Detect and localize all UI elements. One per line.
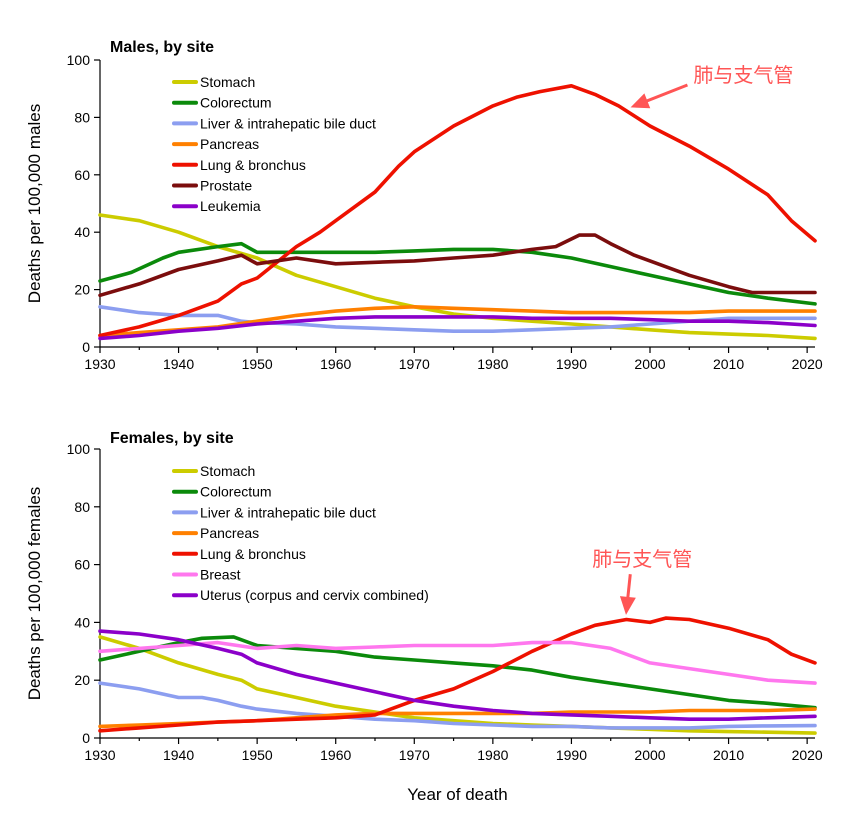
x-tick-label: 1980 xyxy=(477,747,508,763)
y-tick-label: 0 xyxy=(82,730,90,746)
x-tick-label: 1960 xyxy=(320,747,351,763)
legend-entry: Colorectum xyxy=(200,484,272,500)
x-tick-label: 1930 xyxy=(84,747,115,763)
y-tick-label: 40 xyxy=(74,614,90,630)
legend-entry: Leukemia xyxy=(200,198,261,214)
series-line-lung-bronchus xyxy=(98,84,817,338)
x-tick-label: 1980 xyxy=(477,356,508,372)
legend-entry: Prostate xyxy=(200,178,252,194)
series-line-breast xyxy=(98,640,817,685)
legend-entry: Stomach xyxy=(200,463,255,479)
x-tick-label: 2020 xyxy=(792,747,823,763)
y-axis-title: Deaths per 100,000 females xyxy=(25,487,44,701)
annotation-arrow-head xyxy=(630,93,651,109)
x-tick-label: 2020 xyxy=(792,356,823,372)
legend: Stomach Colorectum Liver & intrahepatic bi… xyxy=(172,463,429,603)
legend-entry: Pancreas xyxy=(200,525,259,541)
legend-entry: Colorectum xyxy=(200,95,272,111)
panel-title: Males, by site xyxy=(110,39,214,56)
series-line-colorectum xyxy=(98,635,817,710)
legend: Stomach Colorectum Liver & intrahepatic bi… xyxy=(172,74,376,214)
y-tick-label: 40 xyxy=(74,224,90,240)
x-tick-label: 2000 xyxy=(634,356,665,372)
chart-panel-2: 0 20 40 60 80 100 1930 1940 1950 1960 1970 1980 1990… xyxy=(25,430,823,804)
series-line-lung-bronchus xyxy=(98,616,817,733)
y-tick-label: 60 xyxy=(74,557,90,573)
legend-entry: Stomach xyxy=(200,74,255,90)
legend-entry: Breast xyxy=(200,567,241,583)
y-tick-label: 60 xyxy=(74,167,90,183)
annotation: 肺与支气管 xyxy=(630,63,793,109)
panel-title: Females, by site xyxy=(110,430,234,447)
x-tick-label: 1970 xyxy=(399,356,430,372)
y-tick-label: 20 xyxy=(74,282,90,298)
x-tick-label: 1930 xyxy=(84,356,115,372)
y-tick-label: 100 xyxy=(67,52,91,68)
x-tick-label: 1940 xyxy=(163,356,194,372)
annotation-arrow-head xyxy=(619,596,636,615)
y-tick-label: 80 xyxy=(74,109,90,125)
series-line-uterus-corpus-and-cervix-combined xyxy=(98,629,817,721)
legend-entry: Liver & intrahepatic bile duct xyxy=(200,504,376,520)
series-line-prostate xyxy=(98,233,817,298)
x-tick-label: 1940 xyxy=(163,747,194,763)
annotation-label: 肺与支气管 xyxy=(592,547,692,571)
x-axis-title: Year of death xyxy=(407,785,508,804)
annotation: 肺与支气管 xyxy=(592,547,692,615)
legend-entry: Pancreas xyxy=(200,136,259,152)
x-tick-label: 1950 xyxy=(242,356,273,372)
y-tick-label: 100 xyxy=(67,441,91,457)
legend-entry: Lung & bronchus xyxy=(200,546,306,562)
legend-entry: Lung & bronchus xyxy=(200,157,306,173)
x-tick-label: 1960 xyxy=(320,356,351,372)
x-tick-label: 1950 xyxy=(242,747,273,763)
series-line-stomach xyxy=(98,635,817,735)
series-line-liver-intrahepatic-bile-duct xyxy=(98,681,817,730)
y-axis-title: Deaths per 100,000 males xyxy=(25,104,44,303)
x-tick-label: 2010 xyxy=(713,356,744,372)
y-tick-label: 20 xyxy=(74,672,90,688)
x-tick-label: 1990 xyxy=(556,747,587,763)
legend-entry: Liver & intrahepatic bile duct xyxy=(200,115,376,131)
annotation-label: 肺与支气管 xyxy=(693,63,793,87)
chart-panel-1: 0 20 40 60 80 100 1930 1940 1950 1960 1970 1980 1990… xyxy=(25,39,823,372)
series-line-leukemia xyxy=(98,315,817,341)
x-tick-label: 2010 xyxy=(713,747,744,763)
series-line-colorectum xyxy=(98,241,817,306)
legend-entry: Uterus (corpus and cervix combined) xyxy=(200,587,429,603)
x-tick-label: 2000 xyxy=(634,747,665,763)
y-tick-label: 0 xyxy=(82,339,90,355)
y-tick-label: 80 xyxy=(74,499,90,515)
x-tick-label: 1970 xyxy=(399,747,430,763)
x-tick-label: 1990 xyxy=(556,356,587,372)
